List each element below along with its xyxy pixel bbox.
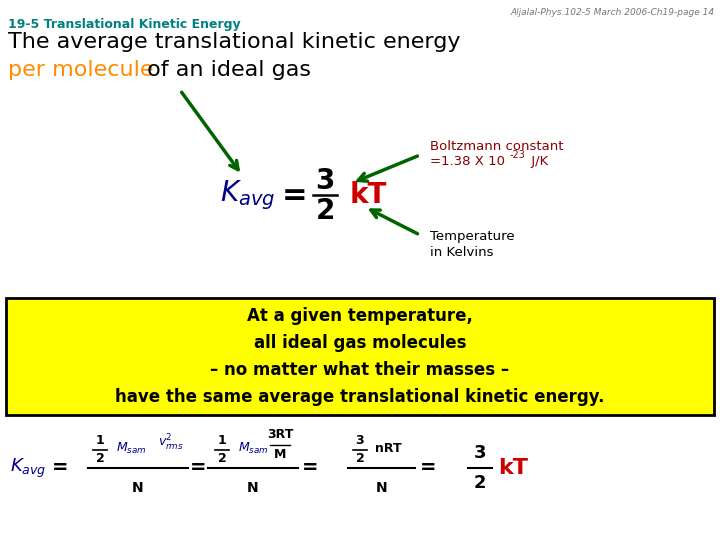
Text: nRT: nRT (375, 442, 402, 455)
Text: kT: kT (498, 458, 528, 478)
Text: Aljalal-Phys.102-5 March 2006-Ch19-page 14: Aljalal-Phys.102-5 March 2006-Ch19-page … (511, 8, 715, 17)
Text: per molecule: per molecule (8, 60, 153, 80)
Text: 3: 3 (474, 444, 486, 462)
Text: =: = (282, 180, 308, 210)
Text: =1.38 X 10: =1.38 X 10 (430, 155, 505, 168)
Text: 1: 1 (217, 434, 226, 447)
Text: $v^2_{rms}$: $v^2_{rms}$ (158, 433, 184, 453)
Text: -23: -23 (510, 150, 526, 160)
Text: =: = (420, 458, 436, 477)
Text: $M_{sam}$: $M_{sam}$ (238, 441, 269, 456)
Text: 19-5 Translational Kinetic Energy: 19-5 Translational Kinetic Energy (8, 18, 240, 31)
Text: all ideal gas molecules: all ideal gas molecules (253, 334, 467, 352)
Text: 3: 3 (315, 167, 335, 195)
Text: 3: 3 (356, 434, 364, 447)
Text: =: = (190, 458, 206, 477)
Text: 3RT: 3RT (267, 429, 293, 442)
Text: have the same average translational kinetic energy.: have the same average translational kine… (115, 388, 605, 406)
Text: The average translational kinetic energy: The average translational kinetic energy (8, 32, 461, 52)
Text: 2: 2 (474, 474, 486, 492)
Text: =: = (302, 458, 318, 477)
Text: N: N (376, 481, 388, 495)
Text: =: = (52, 458, 68, 477)
Text: in Kelvins: in Kelvins (430, 246, 493, 259)
Text: 2: 2 (96, 453, 104, 465)
Text: $K_{avg}$: $K_{avg}$ (220, 178, 275, 212)
Text: Boltzmann constant: Boltzmann constant (430, 140, 564, 153)
Text: Temperature: Temperature (430, 230, 515, 243)
Text: J/K: J/K (527, 155, 548, 168)
Text: M: M (274, 449, 286, 462)
Text: N: N (132, 481, 144, 495)
Text: N: N (247, 481, 258, 495)
Text: 2: 2 (356, 453, 364, 465)
Text: – no matter what their masses –: – no matter what their masses – (210, 361, 510, 379)
Text: At a given temperature,: At a given temperature, (247, 307, 473, 325)
Text: kT: kT (350, 181, 387, 209)
Text: $K_{avg}$: $K_{avg}$ (10, 456, 47, 480)
Text: $M_{sam}$: $M_{sam}$ (116, 441, 147, 456)
Text: 2: 2 (217, 453, 226, 465)
Text: 1: 1 (96, 434, 104, 447)
Bar (6, 298, 714, 415)
Text: of an ideal gas: of an ideal gas (140, 60, 311, 80)
Text: 2: 2 (315, 197, 335, 225)
